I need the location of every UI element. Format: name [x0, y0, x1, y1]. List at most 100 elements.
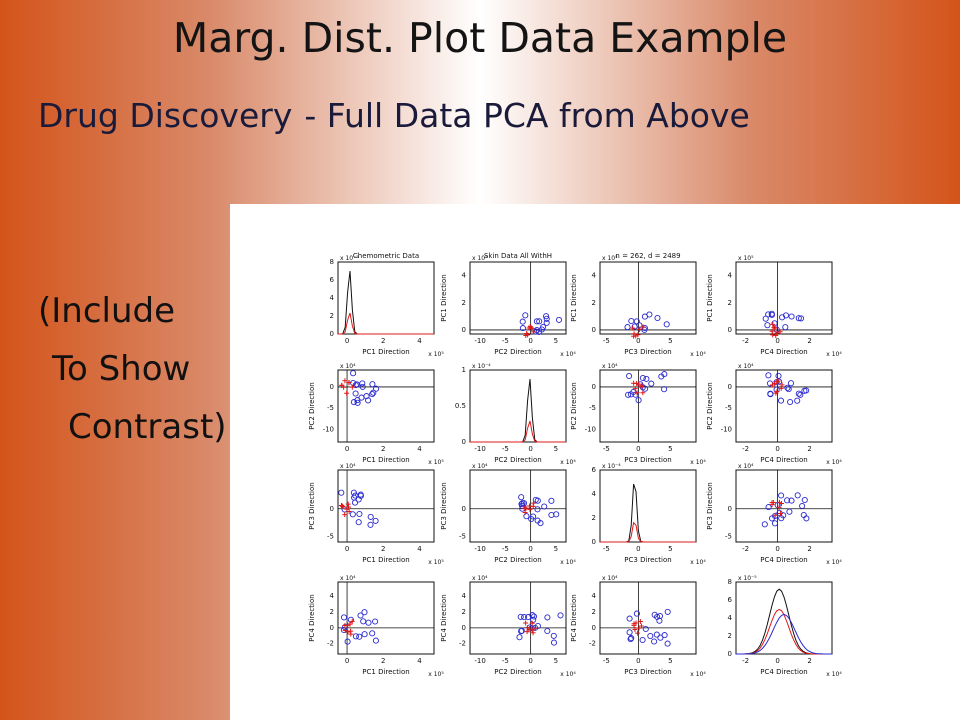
blue-point-r1c2	[519, 318, 526, 325]
blue-point-r4c2	[518, 628, 525, 635]
x-axis-label-r1c1: PC1 Direction	[362, 348, 409, 356]
x-tick-r4c4: 2	[807, 657, 811, 665]
red-point-r2c1	[342, 378, 348, 384]
y-axis-label-r2c4: PC2 Direction	[706, 382, 714, 429]
blue-point-r2c4	[765, 372, 772, 379]
red-point-r2c1	[346, 380, 352, 386]
x-exp-r2c1: x 10⁵	[428, 459, 444, 466]
y-axis-label-r1c4: PC1 Direction	[706, 274, 714, 321]
blue-point-r3c1	[356, 510, 363, 518]
x-tick-r3c4: 0	[775, 545, 779, 553]
blue-point-r2c1	[369, 391, 376, 398]
x-exp-r3c2: x 10⁴	[560, 559, 576, 566]
red-point-r3c4	[776, 504, 782, 510]
red-point-r4c1	[345, 622, 351, 628]
blue-point-r3c2	[541, 503, 548, 510]
blue-point-r4c3	[639, 636, 646, 644]
blue-point-r2c1	[359, 383, 366, 390]
y-exp-r1c3: x 10⁵	[602, 255, 618, 262]
y-tick-r1c3: 0	[592, 326, 596, 334]
x-axis-label-r4c1: PC1 Direction	[362, 668, 409, 676]
blue-point-r3c1	[355, 519, 362, 526]
red-point-r2c3	[640, 390, 646, 396]
x-tick-r4c4: -2	[742, 657, 749, 665]
red-point-r2c1	[344, 390, 350, 396]
red-point-r3c1	[339, 503, 345, 509]
y-tick-r1c1: 2	[330, 312, 334, 320]
y-exp-r4c4: x 10⁻⁵	[738, 575, 757, 582]
y-tick-r4c3: 0	[592, 624, 596, 632]
y-tick-r4c4: 8	[728, 578, 732, 586]
plot-box-r1c4	[735, 261, 833, 335]
x-tick-r4c1: 4	[417, 657, 422, 665]
x-exp-r1c1: x 10⁵	[428, 351, 444, 358]
x-tick-r2c3: -5	[603, 445, 610, 453]
x-tick-r2c2: -5	[502, 445, 509, 453]
red-point-r3c4	[772, 512, 778, 518]
blue-point-r4c3	[626, 629, 633, 636]
red-point-r1c4	[771, 324, 777, 330]
y-tick-r4c3: 2	[592, 608, 596, 616]
y-tick-r4c4: 0	[728, 650, 732, 658]
blue-point-r1c2	[538, 326, 545, 333]
x-tick-r2c2: -10	[474, 445, 485, 453]
red-point-r1c3	[630, 325, 636, 331]
y-axis-label-r2c3: PC2 Direction	[570, 382, 578, 429]
y-tick-r3c2: 0	[462, 505, 466, 513]
plot-box-r4c3	[599, 581, 697, 655]
density-curve-red-r1c1	[338, 312, 434, 335]
blue-point-r3c2	[523, 513, 530, 520]
y-exp-r1c1: x 10⁻⁵	[340, 255, 359, 262]
blue-point-r3c1	[351, 499, 359, 506]
x-axis-label-r4c2: PC2 Direction	[494, 668, 541, 676]
x-tick-r2c1: 2	[381, 445, 385, 453]
x-tick-r1c1: 2	[381, 337, 385, 345]
blue-point-r1c4	[764, 322, 771, 329]
panel-title-r1c3: n = 262, d = 2489	[615, 252, 680, 260]
x-exp-r3c1: x 10⁵	[428, 559, 444, 566]
y-tick-r2c4: -5	[725, 404, 732, 412]
x-tick-r2c3: 0	[636, 445, 640, 453]
blue-point-r2c3	[627, 391, 634, 398]
y-tick-r2c3: -5	[589, 404, 596, 412]
x-tick-r2c4: 0	[775, 445, 779, 453]
blue-point-r4c1	[365, 619, 372, 626]
blue-point-r2c3	[639, 374, 646, 382]
x-tick-r4c3: 5	[668, 657, 672, 665]
red-point-r4c2	[529, 620, 535, 626]
red-point-r3c1	[345, 501, 351, 507]
blue-point-r3c2	[548, 497, 555, 504]
x-tick-r2c3: 5	[668, 445, 672, 453]
red-point-r2c4	[775, 378, 781, 384]
y-tick-r3c4: -5	[725, 532, 732, 540]
blue-point-r1c3	[646, 311, 653, 318]
blue-point-r4c1	[340, 614, 348, 621]
red-point-r1c4	[770, 321, 776, 327]
red-point-r3c1	[344, 506, 350, 512]
blue-point-r4c1	[352, 633, 359, 640]
blue-point-r3c4	[771, 520, 779, 527]
blue-point-r4c1	[361, 609, 368, 616]
y-tick-r3c3: 6	[592, 466, 597, 474]
blue-point-r1c2	[522, 312, 529, 319]
y-tick-r1c4: 4	[728, 272, 733, 280]
blue-point-r4c1	[347, 616, 354, 623]
blue-point-r2c3	[643, 375, 650, 382]
y-exp-r2c2: x 10⁻⁴	[472, 363, 491, 370]
blue-point-r2c4	[777, 397, 785, 404]
x-tick-r4c2: 5	[554, 657, 558, 665]
blue-point-r2c1	[363, 393, 370, 400]
x-axis-label-r1c4: PC4 Direction	[760, 348, 807, 356]
density-curve-red-r3c3	[600, 521, 696, 543]
y-tick-r4c3: -2	[589, 640, 596, 648]
panel-title-r1c2: Skin Data All WithH	[484, 252, 552, 260]
blue-point-r1c3	[631, 323, 638, 330]
blue-point-r2c4	[775, 372, 782, 379]
blue-point-r2c1	[359, 380, 366, 387]
blue-point-r4c1	[369, 630, 376, 637]
red-point-r1c3	[636, 327, 642, 333]
y-tick-r1c3: 2	[592, 299, 596, 307]
y-tick-r2c4: 0	[728, 383, 732, 391]
x-tick-r1c2: 5	[554, 337, 558, 345]
